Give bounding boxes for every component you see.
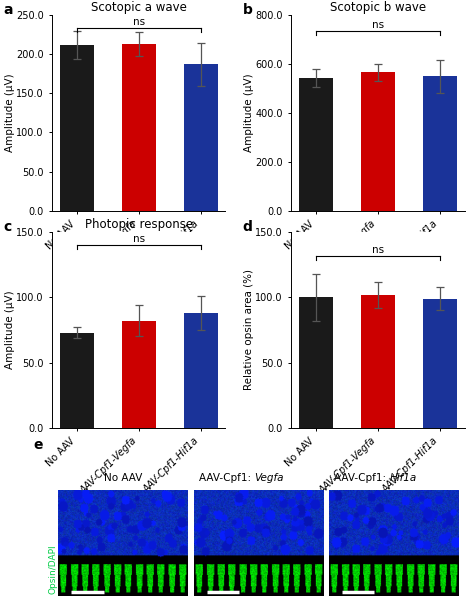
- Text: c: c: [4, 220, 12, 235]
- Bar: [183, 313, 218, 428]
- Bar: [122, 44, 156, 211]
- Y-axis label: Amplitude (μV): Amplitude (μV): [5, 290, 15, 369]
- Text: No AAV: No AAV: [104, 473, 142, 483]
- Bar: [423, 76, 456, 211]
- Y-axis label: Amplitude (μV): Amplitude (μV): [244, 74, 254, 152]
- Text: AAV-Cpf1:: AAV-Cpf1:: [334, 473, 390, 483]
- Bar: [60, 333, 94, 428]
- Text: Opsin/DAPI: Opsin/DAPI: [48, 544, 57, 594]
- Bar: [122, 321, 156, 428]
- Bar: [60, 45, 94, 211]
- Text: ns: ns: [133, 234, 145, 244]
- Y-axis label: Relative opsin area (%): Relative opsin area (%): [244, 269, 254, 390]
- Bar: [299, 298, 333, 428]
- Text: ns: ns: [133, 17, 145, 27]
- Title: Scotopic a wave: Scotopic a wave: [91, 1, 187, 14]
- Text: e: e: [34, 437, 43, 451]
- Text: b: b: [243, 4, 253, 18]
- Title: Scotopic b wave: Scotopic b wave: [330, 1, 426, 14]
- Text: d: d: [243, 220, 253, 235]
- Bar: [183, 64, 218, 211]
- Text: AAV-Cpf1:: AAV-Cpf1:: [199, 473, 254, 483]
- Y-axis label: Amplitude (μV): Amplitude (μV): [5, 74, 15, 152]
- Title: Photopic response: Photopic response: [85, 218, 193, 231]
- Text: ns: ns: [372, 244, 384, 255]
- Bar: [361, 72, 395, 211]
- Text: Hif1a: Hif1a: [390, 473, 417, 483]
- Text: a: a: [4, 4, 13, 18]
- Bar: [361, 295, 395, 428]
- Text: Vegfa: Vegfa: [255, 473, 284, 483]
- Bar: [299, 78, 333, 211]
- Bar: [423, 299, 456, 428]
- Text: ns: ns: [372, 20, 384, 30]
